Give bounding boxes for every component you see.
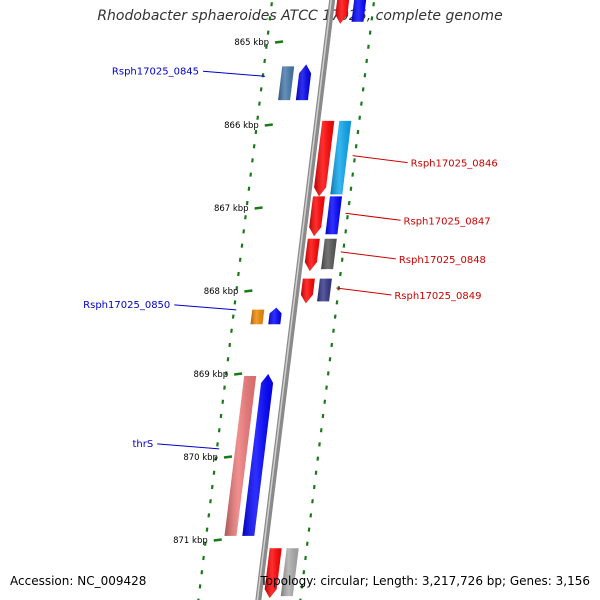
tick-label: 868 kbp xyxy=(204,287,239,297)
tick-mark xyxy=(244,289,253,293)
gene-arrow-rsph17025_0849 xyxy=(300,278,315,304)
callout-line xyxy=(352,155,408,164)
callout-line xyxy=(336,287,392,296)
tick-label: 871 kbp xyxy=(173,536,208,546)
gene-features xyxy=(224,0,367,599)
tick-label: 867 kbp xyxy=(214,204,249,214)
cds-arrow-thrs xyxy=(242,374,274,536)
gene-feature-rsph17025_0845 xyxy=(278,66,295,101)
gene-arrow-rsph17025_0847 xyxy=(309,196,325,237)
tick-mark xyxy=(254,206,263,210)
callout-line xyxy=(340,251,396,260)
tick-label: 865 kbp xyxy=(234,38,269,48)
cds-feature-unnamed xyxy=(351,0,367,22)
gene-feature-rsph17025_0850 xyxy=(250,309,265,325)
gene-label: Rsph17025_0850 xyxy=(83,300,170,311)
gene-label: Rsph17025_0849 xyxy=(394,291,481,302)
gene-feature-thrs xyxy=(224,376,257,536)
kbp-ticks: 865 kbp 866 kbp 867 kbp 868 kbp 869 kbp 870 k… xyxy=(173,38,284,546)
cds-arrow-rsph17025_0850 xyxy=(268,307,282,325)
tick-mark xyxy=(223,455,233,459)
cds-feature-unnamed xyxy=(280,548,299,597)
cds-feature-rsph17025_0846 xyxy=(330,120,352,195)
gene-label: Rsph17025_0846 xyxy=(411,159,498,170)
tick-label: 866 kbp xyxy=(224,121,259,131)
cds-feature-rsph17025_0848 xyxy=(321,238,337,270)
gene-arrow-unnamed xyxy=(264,548,282,599)
gene-callouts: Rsph17025_0845 Rsph17025_0846 Rsph17025_08… xyxy=(83,66,498,450)
gene-arrow-rsph17025_0848 xyxy=(304,238,320,272)
tick-label: 870 kbp xyxy=(183,453,218,463)
genome-axis xyxy=(255,0,336,600)
gene-label: Rsph17025_0847 xyxy=(404,216,491,227)
tick-mark xyxy=(274,40,284,44)
map-title: Rhodobacter sphaeroides ATCC 17025, comp… xyxy=(97,8,503,24)
axis-line xyxy=(255,0,336,600)
axis-highlight xyxy=(256,0,332,600)
tick-mark xyxy=(234,372,243,376)
tick-label: 869 kbp xyxy=(194,370,229,380)
gene-label: Rsph17025_0845 xyxy=(112,66,199,77)
gene-label: thrS xyxy=(132,439,153,450)
gene-arrow-rsph17025_0846 xyxy=(314,120,335,197)
strand-guide-dots xyxy=(197,2,375,600)
cds-feature-rsph17025_0849 xyxy=(317,278,332,302)
callout-line xyxy=(202,70,266,77)
tick-mark xyxy=(213,538,222,542)
tick-mark xyxy=(264,123,273,127)
genome-summary-text: Topology: circular; Length: 3,217,726 bp… xyxy=(260,574,590,588)
callout-line xyxy=(345,212,401,221)
gene-arrow-unnamed xyxy=(335,0,350,24)
callout-line xyxy=(174,304,237,311)
cds-feature-rsph17025_0847 xyxy=(325,196,342,235)
accession-text: Accession: NC_009428 xyxy=(10,574,147,588)
gene-label: Rsph17025_0848 xyxy=(399,255,486,266)
cds-arrow-rsph17025_0845 xyxy=(295,64,312,101)
callout-line xyxy=(157,443,220,450)
